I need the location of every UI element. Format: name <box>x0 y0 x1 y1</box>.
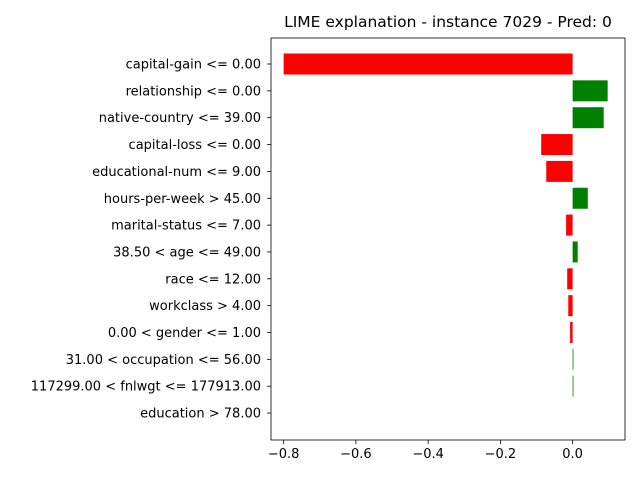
y-tick-label-5: hours-per-week > 45.00 <box>104 192 261 207</box>
chart-title: LIME explanation - instance 7029 - Pred:… <box>284 13 612 31</box>
bar-3 <box>541 134 573 156</box>
bar-6 <box>566 214 573 236</box>
bar-2 <box>572 107 604 129</box>
y-tick-label-0: capital-gain <= 0.00 <box>126 58 261 73</box>
y-tick-label-1: relationship <= 0.00 <box>126 84 261 99</box>
x-tick-label-2: −0.4 <box>412 447 444 462</box>
bar-1 <box>572 80 608 102</box>
x-ticks: −0.8 −0.6 −0.4 −0.2 0.0 <box>268 440 583 462</box>
bar-11 <box>572 348 574 370</box>
x-tick-label-3: −0.2 <box>485 447 517 462</box>
y-tick-label-12: 117299.00 < fnlwgt <= 177913.00 <box>31 380 261 395</box>
bar-0 <box>283 53 573 75</box>
y-tick-label-11: 31.00 < occupation <= 56.00 <box>66 353 261 368</box>
y-tick-label-10: 0.00 < gender <= 1.00 <box>108 326 261 341</box>
y-tick-labels: capital-gain <= 0.00 relationship <= 0.00… <box>31 58 271 422</box>
y-tick-label-9: workclass > 4.00 <box>149 299 261 314</box>
bar-4 <box>546 160 573 182</box>
bar-7 <box>572 241 578 263</box>
bars-group <box>283 53 608 397</box>
x-tick-label-0: −0.8 <box>268 447 300 462</box>
y-tick-label-8: race <= 12.00 <box>165 272 261 287</box>
bar-8 <box>567 268 573 290</box>
y-tick-label-2: native-country <= 39.00 <box>99 111 261 126</box>
y-tick-label-7: 38.50 < age <= 49.00 <box>113 245 261 260</box>
bar-5 <box>572 187 588 209</box>
y-tick-label-4: educational-num <= 9.00 <box>92 165 261 180</box>
bar-12 <box>572 375 574 397</box>
plot-area-frame <box>270 37 626 441</box>
bar-9 <box>568 295 573 317</box>
x-tick-label-1: −0.6 <box>340 447 372 462</box>
y-tick-label-3: capital-loss <= 0.00 <box>129 138 261 153</box>
y-tick-label-6: marital-status <= 7.00 <box>111 219 261 234</box>
bar-10 <box>570 322 573 343</box>
x-tick-label-4: 0.0 <box>562 447 583 462</box>
y-tick-label-13: education > 78.00 <box>140 407 261 422</box>
